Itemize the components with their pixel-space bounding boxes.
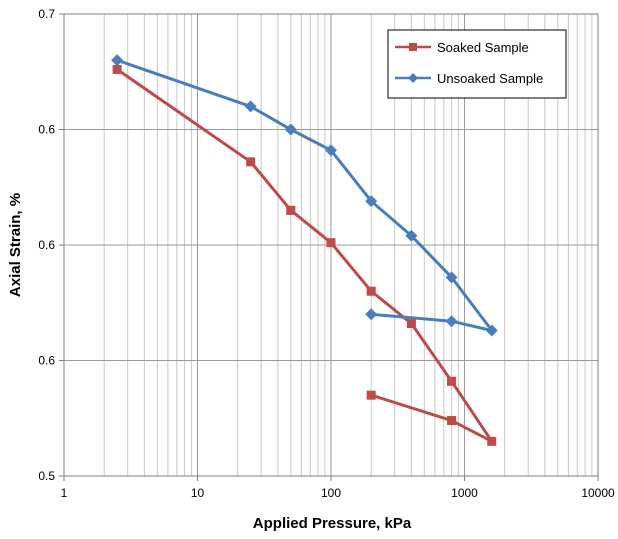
data-point	[447, 416, 457, 426]
legend-marker-soaked	[409, 43, 417, 51]
x-tick-label: 1000	[451, 486, 478, 500]
legend-label-soaked: Soaked Sample	[437, 40, 529, 55]
series-layer	[111, 54, 498, 446]
grid	[63, 13, 598, 477]
series-unsoaked	[111, 54, 498, 337]
data-point	[112, 64, 122, 74]
x-tick-label: 10000	[581, 486, 615, 500]
legend: Soaked Sample Unsoaked Sample	[387, 29, 567, 99]
data-point	[487, 436, 497, 446]
data-point	[485, 324, 498, 337]
data-point	[325, 144, 337, 157]
series-soaked	[112, 64, 497, 446]
x-axis-title: Applied Pressure, kPa	[253, 515, 412, 532]
data-point	[405, 229, 418, 242]
data-point	[366, 390, 376, 400]
y-tick-label: 0.6	[38, 238, 55, 252]
data-point	[111, 54, 124, 67]
legend-box	[387, 29, 567, 99]
x-tick-label: 1	[61, 486, 68, 500]
data-point	[445, 315, 458, 328]
data-point	[366, 286, 376, 296]
x-tick-label: 10	[191, 486, 205, 500]
data-point	[286, 205, 296, 215]
y-tick-label: 0.5	[38, 469, 55, 483]
data-point	[246, 157, 256, 167]
y-tick-label: 0.6	[38, 354, 55, 368]
data-point	[326, 238, 336, 248]
legend-marker-unsoaked	[408, 73, 418, 83]
data-point	[365, 195, 378, 208]
data-point	[445, 271, 458, 284]
data-point	[447, 376, 457, 386]
y-axis-ticks: 0.5 0.6 0.6 0.6 0.7	[38, 7, 64, 483]
data-point	[244, 100, 257, 113]
x-axis-ticks: 1 10 100 1000 10000	[61, 476, 615, 500]
series-line	[116, 58, 494, 332]
data-point	[365, 308, 378, 321]
y-tick-label: 0.7	[38, 7, 55, 21]
y-tick-label: 0.6	[38, 123, 55, 137]
series-line	[116, 68, 494, 443]
y-axis-title: Axial Strain, %	[7, 193, 24, 297]
data-point	[406, 319, 416, 329]
x-tick-label: 100	[321, 486, 341, 500]
legend-label-unsoaked: Unsoaked Sample	[437, 71, 543, 86]
data-point	[284, 123, 297, 136]
